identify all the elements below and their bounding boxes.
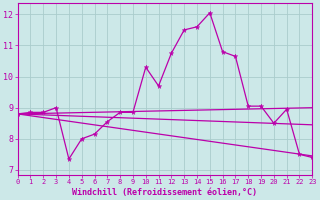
X-axis label: Windchill (Refroidissement éolien,°C): Windchill (Refroidissement éolien,°C) — [72, 188, 258, 197]
